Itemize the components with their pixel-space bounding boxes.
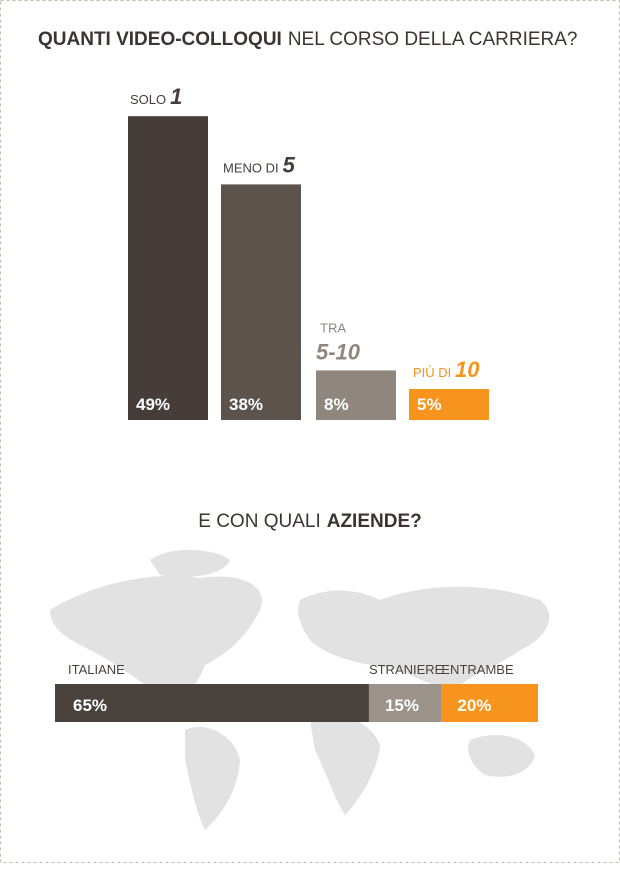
legend-label: ENTRAMBE xyxy=(441,662,514,677)
category-number: 5 xyxy=(283,152,296,177)
bar-segment xyxy=(441,684,538,722)
legend-label: STRANIERE xyxy=(369,662,444,677)
chart-title: E CON QUALI AZIENDE? xyxy=(198,511,421,532)
title-bold: AZIENDE? xyxy=(327,511,422,532)
category-number: 5-10 xyxy=(316,339,361,364)
legend-label: ITALIANE xyxy=(68,662,125,677)
value-label: 65% xyxy=(73,696,107,715)
chart-title: QUANTI VIDEO-COLLOQUI NEL CORSO DELLA CAR… xyxy=(38,29,578,50)
value-label: 15% xyxy=(385,696,419,715)
value-label: 5% xyxy=(417,395,442,414)
bar xyxy=(316,370,396,420)
category-number: 10 xyxy=(455,357,480,382)
title-rest: NEL CORSO DELLA CARRIERA? xyxy=(288,29,578,50)
category-label: TRA xyxy=(320,320,346,335)
category-label: PIÙ DI xyxy=(413,365,451,380)
bar-segment xyxy=(368,684,442,722)
world-map xyxy=(50,549,550,830)
bar xyxy=(409,389,489,420)
title-bold: QUANTI VIDEO-COLLOQUI xyxy=(38,29,282,50)
bar xyxy=(128,116,208,420)
category-label: SOLO 1 xyxy=(130,84,182,109)
bar xyxy=(221,184,301,420)
value-label: 38% xyxy=(229,395,263,414)
value-label: 20% xyxy=(457,696,491,715)
value-label: 8% xyxy=(324,395,349,414)
title-rest: E CON QUALI xyxy=(198,511,320,532)
value-label: 49% xyxy=(136,395,170,414)
category-number: 1 xyxy=(170,84,182,109)
category-prefix: SOLO xyxy=(130,92,166,107)
bar-segment xyxy=(55,684,369,722)
category-prefix: MENO DI xyxy=(223,160,279,175)
category-label: MENO DI 5 xyxy=(223,152,296,177)
